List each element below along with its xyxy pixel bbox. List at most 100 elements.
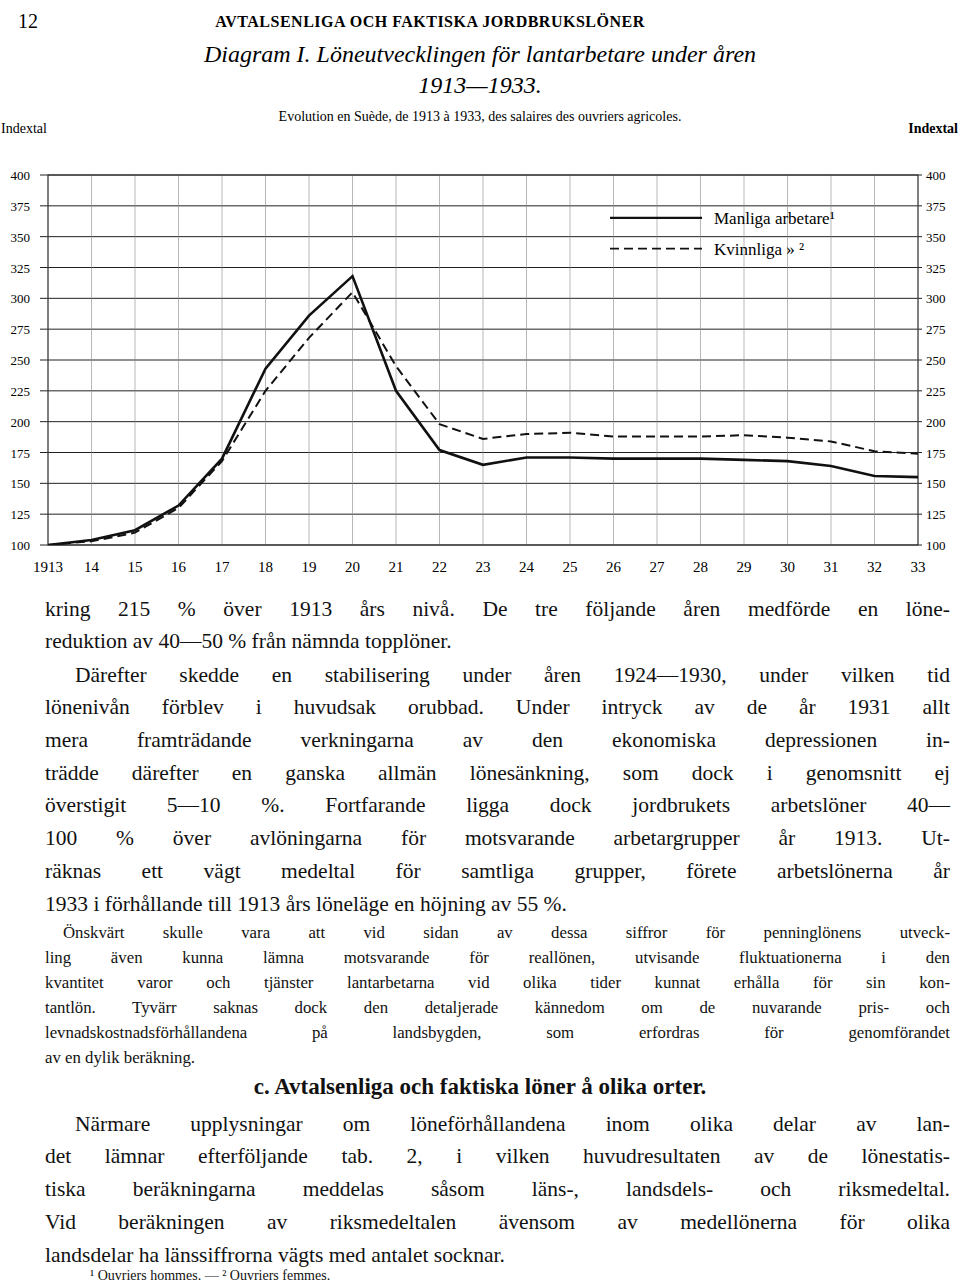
y-tick-label-right: 400 bbox=[926, 168, 946, 183]
text-line: kring 215 % över 1913 års nivå. De tre f… bbox=[45, 593, 950, 626]
x-tick-label: 26 bbox=[606, 559, 622, 575]
x-tick-label: 23 bbox=[476, 559, 491, 575]
y-tick-label: 175 bbox=[11, 446, 31, 461]
x-tick-label: 30 bbox=[780, 559, 795, 575]
y-tick-label: 100 bbox=[11, 538, 31, 553]
x-tick-label: 20 bbox=[345, 559, 360, 575]
y-axis-label-right: Indextal bbox=[908, 121, 958, 136]
x-grid-line bbox=[135, 175, 136, 545]
text-line: det lämnar efterföljande tab. 2, i vilke… bbox=[45, 1140, 950, 1173]
x-grid-line bbox=[700, 175, 701, 545]
x-grid-line bbox=[744, 175, 745, 545]
y-tick-label: 275 bbox=[11, 322, 31, 337]
y-grid-line bbox=[40, 452, 922, 453]
x-grid-line bbox=[613, 175, 614, 545]
text-line: levnadskostnadsförhållandena på landsbyg… bbox=[45, 1020, 950, 1045]
legend-swatch bbox=[610, 217, 702, 219]
x-tick-label: 18 bbox=[258, 559, 273, 575]
x-tick-label: 32 bbox=[867, 559, 882, 575]
y-tick-label: 325 bbox=[11, 261, 31, 276]
y-tick-label-right: 325 bbox=[926, 261, 946, 276]
y-tick-label: 200 bbox=[11, 415, 31, 430]
y-tick-label-right: 200 bbox=[926, 415, 946, 430]
y-grid-line bbox=[40, 421, 922, 422]
chart-title: 1913—1933. bbox=[418, 72, 541, 98]
x-tick-label: 28 bbox=[693, 559, 708, 575]
text-line: 1933 i förhållande till 1913 års löneläg… bbox=[45, 888, 950, 921]
x-grid-line bbox=[352, 175, 353, 545]
x-tick-label: 15 bbox=[128, 559, 143, 575]
x-grid-line bbox=[831, 175, 832, 545]
series-group bbox=[48, 276, 918, 545]
chart-subtitle: Evolution en Suède, de 1913 à 1933, des … bbox=[279, 109, 682, 124]
y-tick-label-right: 100 bbox=[926, 538, 946, 553]
x-tick-label: 33 bbox=[911, 559, 926, 575]
x-grid-line bbox=[309, 175, 310, 545]
x-grid-line bbox=[526, 175, 527, 545]
x-grid-line bbox=[570, 175, 571, 545]
y-tick-label: 350 bbox=[11, 230, 31, 245]
footnote: ¹ Ouvriers hommes. — ² Ouvriers femmes. bbox=[90, 1267, 330, 1284]
x-grid-line bbox=[265, 175, 266, 545]
legend-label: Manliga arbetare¹ bbox=[714, 209, 835, 228]
x-tick-label: 14 bbox=[84, 559, 100, 575]
x-tick-label: 21 bbox=[389, 559, 404, 575]
text-line: ling även kunna lämna motsvarande för re… bbox=[45, 945, 950, 970]
y-tick-label: 225 bbox=[11, 384, 31, 399]
text-line: överstigit 5—10 %. Fortfarande ligga doc… bbox=[45, 789, 950, 822]
legend: Manliga arbetare¹ Kvinnliga » ² bbox=[610, 209, 835, 259]
legend-label: Kvinnliga » ² bbox=[714, 240, 804, 259]
text-line: mera framträdande verkningarna av den ek… bbox=[45, 724, 950, 757]
text-line: reduktion av 40—50 % från nämnda topplön… bbox=[45, 625, 950, 658]
section-heading: c. Avtalsenliga och faktiska löner å oli… bbox=[0, 1070, 960, 1104]
y-grid-line bbox=[40, 236, 922, 237]
x-grid-line bbox=[874, 175, 875, 545]
x-tick-label: 17 bbox=[215, 559, 231, 575]
text-line: Därefter skedde en stabilisering under å… bbox=[75, 659, 950, 692]
y-grid-line bbox=[40, 390, 922, 391]
y-grid-line bbox=[40, 483, 922, 484]
running-head: AVTALSENLIGA OCH FAKTISKA JORDBRUKSLÖNER bbox=[215, 13, 644, 30]
x-grid-line bbox=[91, 175, 92, 545]
y-tick-label-right: 150 bbox=[926, 476, 946, 491]
y-tick-label: 250 bbox=[11, 353, 31, 368]
text-line: Vid beräkningen av riksmedeltalen ävenso… bbox=[45, 1206, 950, 1239]
y-tick-label: 400 bbox=[11, 168, 31, 183]
y-grid-line bbox=[40, 360, 922, 361]
text-line: tantlön. Tyvärr saknas dock den detaljer… bbox=[45, 995, 950, 1020]
x-tick-label: 1913 bbox=[33, 559, 63, 575]
text-line: tiska beräkningarna meddelas såsom läns-… bbox=[45, 1173, 950, 1206]
page: {"header": {"page_number": "12", "runnin… bbox=[0, 0, 960, 1285]
text-line: kvantitet varor och tjänster lantarbetar… bbox=[45, 970, 950, 995]
y-tick-label: 125 bbox=[11, 507, 31, 522]
x-tick-label: 25 bbox=[563, 559, 578, 575]
y-tick-label-right: 225 bbox=[926, 384, 946, 399]
y-tick-label-right: 125 bbox=[926, 507, 946, 522]
y-tick-label-right: 175 bbox=[926, 446, 946, 461]
y-tick-label-right: 250 bbox=[926, 353, 946, 368]
text-line: av en dylik beräkning. bbox=[45, 1045, 950, 1070]
x-grid-line bbox=[439, 175, 440, 545]
y-grid-line bbox=[40, 267, 922, 268]
series-line bbox=[48, 292, 918, 545]
text-line: trädde därefter en ganska allmän lönesän… bbox=[45, 757, 950, 790]
x-tick-label: 22 bbox=[432, 559, 447, 575]
x-grid-line bbox=[787, 175, 788, 545]
x-grid-line bbox=[396, 175, 397, 545]
text-line: Närmare upplysningar om löneförhållanden… bbox=[75, 1108, 950, 1141]
chart: 12AVTALSENLIGA OCH FAKTISKA JORDBRUKSLÖN… bbox=[0, 0, 960, 600]
text-line: Önskvärt skulle vara att vid sidan av de… bbox=[63, 920, 950, 945]
y-tick-label: 300 bbox=[11, 291, 31, 306]
text-line: lönenivån förblev i huvudsak orubbad. Un… bbox=[45, 691, 950, 724]
y-tick-label-right: 275 bbox=[926, 322, 946, 337]
grid bbox=[40, 175, 922, 545]
y-tick-label: 150 bbox=[11, 476, 31, 491]
chart-title: Diagram I. Löneutvecklingen för lantarbe… bbox=[203, 41, 756, 67]
x-tick-label: 31 bbox=[824, 559, 839, 575]
y-tick-label: 375 bbox=[11, 199, 31, 214]
legend-swatch bbox=[610, 248, 702, 250]
x-grid-line bbox=[222, 175, 223, 545]
x-tick-label: 24 bbox=[519, 559, 535, 575]
x-grid-line bbox=[483, 175, 484, 545]
y-grid-line bbox=[40, 205, 922, 206]
